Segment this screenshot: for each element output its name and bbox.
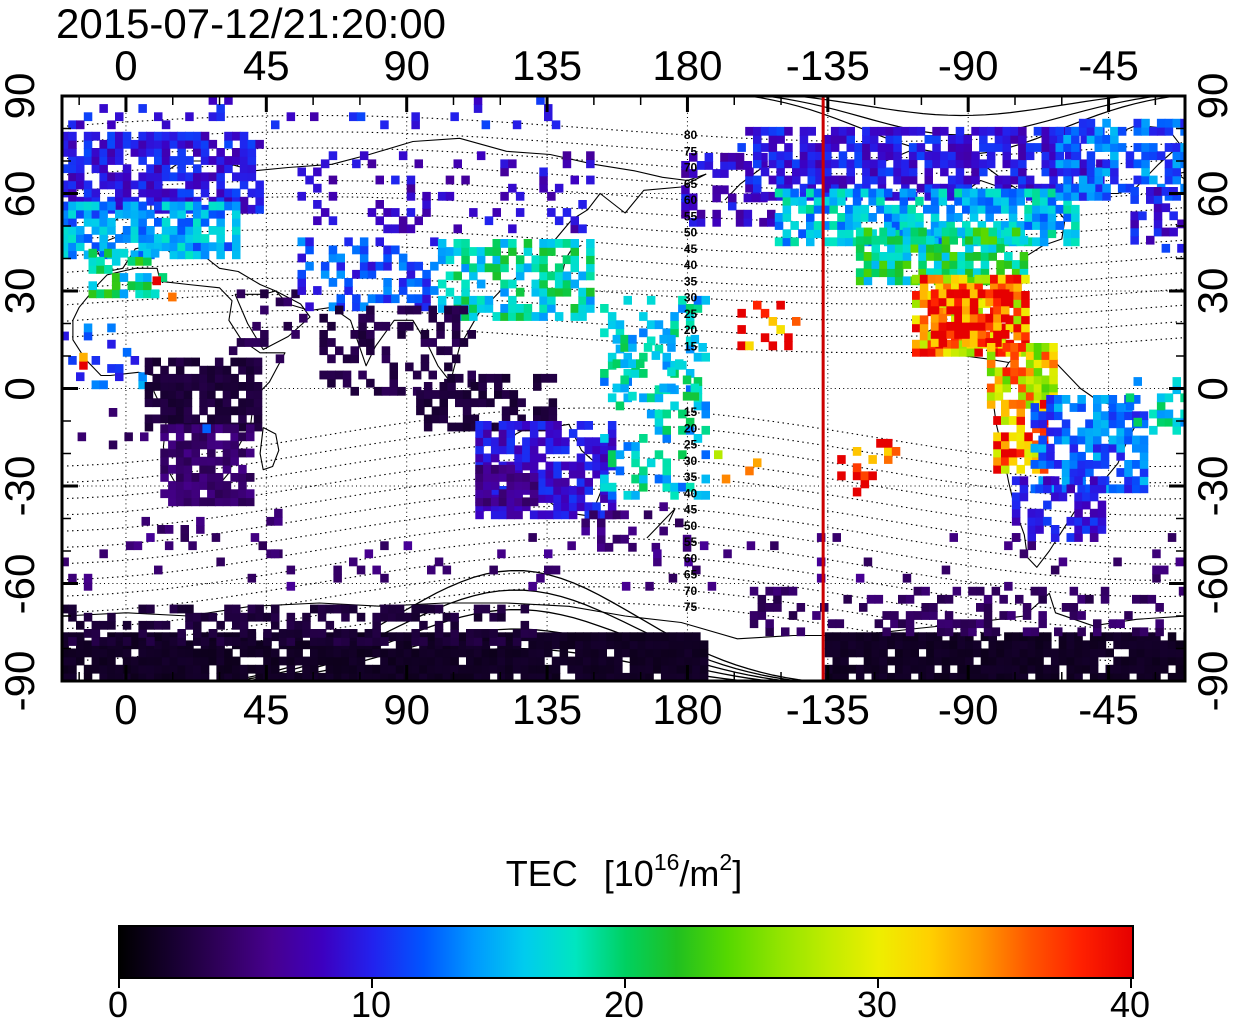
x-tick-label-top: 45 <box>242 42 290 89</box>
svg-text:80: 80 <box>684 128 698 142</box>
x-tick-label-top: -90 <box>937 42 999 89</box>
x-tick-label-top: 180 <box>652 42 723 89</box>
x-tick-label-bottom: -90 <box>937 686 999 733</box>
x-tick-label-bottom: 135 <box>512 686 583 733</box>
x-tick-label-bottom: -135 <box>785 686 870 733</box>
x-tick-label-bottom: 45 <box>242 686 290 733</box>
colorbar-tick-label: 20 <box>603 984 645 1025</box>
colorbar-quantity-label: TEC <box>505 853 578 894</box>
svg-text:40: 40 <box>684 258 698 272</box>
colorbar-tick-label: 0 <box>107 984 129 1025</box>
colorbar-units-mid: /m <box>679 853 720 894</box>
svg-text:60: 60 <box>684 193 698 207</box>
svg-text:40: 40 <box>684 486 698 500</box>
svg-text:60: 60 <box>684 551 698 565</box>
svg-text:55: 55 <box>684 209 698 223</box>
svg-text:15: 15 <box>684 339 698 353</box>
svg-text:55: 55 <box>684 535 698 549</box>
svg-text:70: 70 <box>684 584 698 598</box>
x-tick-label-bottom: 0 <box>114 686 138 733</box>
x-tick-label-top: 0 <box>114 42 138 89</box>
colorbar-tick-mark <box>877 979 879 988</box>
svg-text:30: 30 <box>684 291 698 305</box>
colorbar-tick-mark <box>624 979 626 988</box>
x-tick-label-bottom: -45 <box>1078 686 1139 733</box>
svg-text:35: 35 <box>684 470 698 484</box>
svg-text:70: 70 <box>684 161 698 175</box>
colorbar-units-exponent-2: 2 <box>719 849 733 875</box>
x-tick-label-top: 90 <box>383 42 431 89</box>
colorbar-tick-mark <box>1130 979 1132 988</box>
plot-title: 2015-07-12/21:20:00 <box>56 0 446 47</box>
svg-text:15: 15 <box>684 405 698 419</box>
colorbar-tick-label: 10 <box>350 984 392 1025</box>
svg-text:20: 20 <box>684 323 698 337</box>
x-tick-label-bottom: 90 <box>383 686 431 733</box>
x-tick-label-bottom: 180 <box>652 686 723 733</box>
colorbar-tick-label: 40 <box>1109 984 1151 1025</box>
svg-text:50: 50 <box>684 519 698 533</box>
svg-text:75: 75 <box>684 600 698 614</box>
colorbar-units-suffix: ] <box>732 853 743 894</box>
svg-text:30: 30 <box>684 454 698 468</box>
svg-text:65: 65 <box>684 568 698 582</box>
colorbar-tick-mark <box>371 979 373 988</box>
svg-text:65: 65 <box>684 177 698 191</box>
x-tick-label-top: -45 <box>1078 42 1139 89</box>
svg-text:35: 35 <box>684 274 698 288</box>
colorbar-units-prefix: [10 <box>603 853 654 894</box>
colorbar-gradient <box>118 925 1134 979</box>
x-tick-label-top: 135 <box>512 42 583 89</box>
svg-text:25: 25 <box>684 307 698 321</box>
colorbar-title: TEC [1016/m2] <box>118 849 1130 895</box>
svg-text:50: 50 <box>684 226 698 240</box>
svg-text:75: 75 <box>684 144 698 158</box>
x-tick-label-top: -135 <box>785 42 870 89</box>
svg-text:20: 20 <box>684 421 698 435</box>
svg-text:45: 45 <box>684 503 698 517</box>
svg-text:45: 45 <box>684 242 698 256</box>
colorbar-units-exponent: 16 <box>653 849 680 875</box>
svg-text:25: 25 <box>684 438 698 452</box>
colorbar-tick-mark <box>118 979 120 988</box>
colorbar-tick-label: 30 <box>856 984 898 1025</box>
